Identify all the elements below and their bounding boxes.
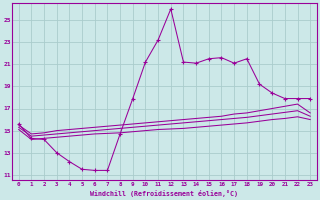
X-axis label: Windchill (Refroidissement éolien,°C): Windchill (Refroidissement éolien,°C) — [91, 190, 238, 197]
